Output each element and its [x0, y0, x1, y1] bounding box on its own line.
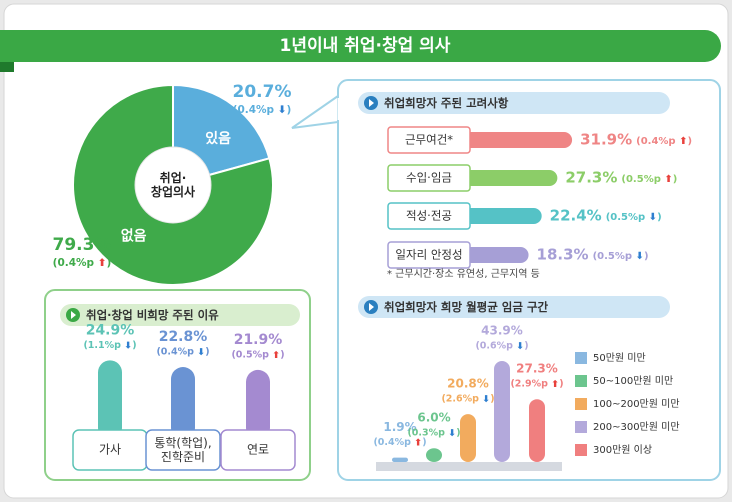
change-label: (0.4%p ⬆): [373, 437, 426, 448]
value-label: 27.3%: [516, 362, 558, 376]
legend-label: 300만원 이상: [593, 444, 652, 456]
title-bar: [0, 30, 721, 62]
legend-swatch: [575, 352, 587, 364]
footnote: * 근무시간·장소 유연성, 근무지역 등: [387, 268, 540, 280]
legend-label: 50만원 미만: [593, 352, 646, 364]
bar-base: [376, 462, 562, 471]
bar: [98, 360, 122, 440]
bar: [494, 361, 510, 462]
slice-label: 없음: [121, 229, 147, 245]
pill-icon-arrow: [369, 303, 374, 311]
section-title: 취업희망자 희망 월평균 임금 구간: [384, 300, 549, 314]
value-label: 18.3%: [537, 246, 589, 264]
change-label: (0.4%p ⬆): [636, 136, 692, 147]
change-label: (0.5%p ⬇): [606, 212, 662, 223]
pill-icon-arrow: [369, 99, 374, 107]
value-label: 43.9%: [481, 324, 523, 338]
change-label: (0.5%p ⬆): [231, 349, 284, 360]
value-label: 22.8%: [159, 329, 208, 345]
category-box: [220, 429, 296, 471]
value-label: 27.3%: [565, 169, 617, 187]
category-box: [387, 126, 471, 154]
category-box: [145, 429, 221, 471]
bar: [529, 399, 545, 462]
category-label: 일자리 안정성: [395, 248, 462, 262]
category-label: 적성·전공: [406, 209, 452, 223]
legend-swatch: [575, 398, 587, 410]
change-label: (0.5%p ⬆): [621, 174, 677, 185]
title-tab: [0, 62, 14, 72]
category-label: 근무여건*: [405, 133, 453, 147]
change-label: (0.4%p ⬆): [53, 257, 112, 269]
change-label: (0.4%p ⬇): [156, 347, 209, 358]
category-label: 통학(학업), 진학준비: [154, 435, 211, 463]
value-label: 1.9%: [383, 420, 416, 434]
change-label: (1.1%p ⬇): [83, 340, 136, 351]
value-label: 79.3%: [53, 235, 112, 255]
slice-label: 있음: [205, 131, 231, 147]
bar: [171, 367, 195, 440]
category-box: [387, 202, 471, 230]
bar: [460, 414, 476, 462]
page-title: 1년이내 취업·창업 의사: [280, 35, 451, 56]
pie-center-label: 취업· 창업의사: [151, 169, 195, 198]
bar: [462, 247, 529, 263]
change-label: (0.4%p ⬇): [233, 104, 292, 116]
bar: [246, 369, 270, 440]
legend-label: 200~300만원 미만: [593, 421, 680, 433]
category-label: 수입·임금: [406, 171, 452, 185]
change-label: (0.6%p ⬇): [475, 341, 528, 352]
bar: [392, 457, 408, 462]
legend-label: 50~100만원 미만: [593, 375, 673, 387]
bar: [462, 170, 558, 186]
legend-label: 100~200만원 미만: [593, 398, 680, 410]
value-label: 21.9%: [234, 332, 283, 348]
section-pill: [60, 304, 300, 326]
value-label: 20.7%: [233, 82, 292, 102]
change-label: (2.9%p ⬆): [510, 379, 563, 390]
legend-swatch: [575, 421, 587, 433]
category-label: 연로: [247, 443, 269, 457]
bar: [426, 448, 442, 462]
section-title: 취업·창업 비희망 주된 이유: [86, 308, 219, 322]
pill-icon-arrow: [71, 311, 76, 319]
change-label: (0.5%p ⬇): [593, 251, 649, 262]
change-label: (2.6%p ⬇): [441, 394, 494, 405]
legend-swatch: [575, 375, 587, 387]
value-label: 31.9%: [580, 131, 632, 149]
section-pill: [358, 296, 670, 318]
section-pill: [358, 92, 670, 114]
section-title: 취업희망자 주된 고려사항: [384, 96, 509, 110]
bar: [462, 132, 573, 148]
category-box: [387, 164, 471, 192]
value-label: 20.8%: [447, 377, 489, 391]
value-label: 22.4%: [550, 207, 602, 225]
value-label: 24.9%: [86, 322, 135, 338]
value-label: 6.0%: [417, 411, 450, 425]
bar: [462, 208, 542, 224]
pie-center: [134, 146, 212, 224]
category-label: 가사: [99, 443, 121, 457]
change-label: (0.3%p ⬇): [407, 428, 460, 439]
legend-swatch: [575, 444, 587, 456]
category-box: [387, 241, 471, 269]
